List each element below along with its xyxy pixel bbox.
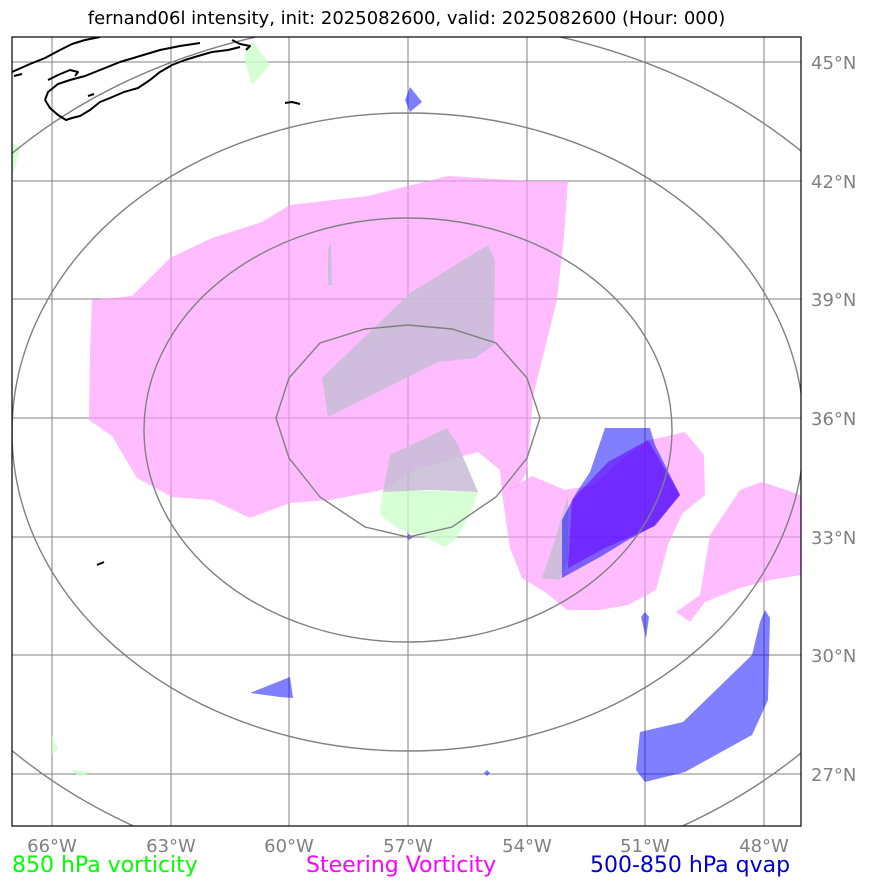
vorticity-850-region — [12, 142, 20, 175]
lon-tick-labels: 66°W 63°W 60°W 57°W 54°W 51°W 48°W — [27, 836, 789, 857]
vorticity-850-region — [244, 40, 270, 85]
overlap-region — [328, 243, 332, 285]
lat-tick-label: 30°N — [811, 646, 856, 667]
lat-tick-label: 39°N — [811, 290, 856, 311]
range-ring — [275, 324, 541, 538]
coastline — [44, 42, 201, 101]
lon-tick-label: 60°W — [264, 836, 314, 857]
coastline — [47, 69, 79, 81]
coastlines — [12, 37, 301, 566]
lon-tick-label: 51°W — [620, 836, 670, 857]
overlap-region — [322, 245, 495, 417]
overlap-layer — [322, 243, 568, 580]
range-ring — [143, 217, 673, 643]
map-title: fernand06l intensity, init: 2025082600, … — [87, 8, 726, 29]
plot-frame — [11, 36, 802, 827]
range-ring — [12, 112, 801, 752]
lon-tick-label: 63°W — [146, 836, 196, 857]
plot-area — [12, 37, 801, 826]
coastline — [284, 101, 301, 105]
steering-vorticity-region — [676, 482, 801, 622]
lat-tick-label: 36°N — [811, 409, 856, 430]
coastline — [231, 39, 251, 51]
lat-tick-label: 45°N — [811, 53, 856, 74]
vorticity-850-region — [70, 770, 92, 776]
lon-tick-label: 54°W — [502, 836, 552, 857]
legend-850-vorticity: 850 hPa vorticity — [12, 853, 198, 878]
qvap-region — [641, 612, 649, 638]
range-rings — [12, 37, 801, 826]
coastline — [87, 93, 95, 97]
lat-tick-label: 27°N — [811, 765, 856, 786]
legend-qvap: 500-850 hPa qvap — [590, 853, 791, 878]
qvap-layer — [250, 87, 770, 782]
lon-tick-label: 48°W — [739, 836, 789, 857]
coastline — [13, 73, 23, 77]
qvap-region — [636, 610, 770, 782]
vorticity-850-region — [52, 735, 58, 755]
lat-tick-labels: 45°N 42°N 39°N 36°N 33°N 30°N 27°N — [811, 53, 856, 786]
lon-tick-label: 66°W — [27, 836, 77, 857]
legend-steering-vorticity: Steering Vorticity — [306, 853, 497, 878]
steering-vorticity-layer — [89, 176, 801, 622]
lat-tick-label: 42°N — [811, 172, 856, 193]
coastline — [44, 46, 241, 121]
qvap-region — [568, 440, 680, 568]
overlap-region — [383, 428, 478, 492]
lat-tick-label: 33°N — [811, 528, 856, 549]
lon-tick-label: 57°W — [383, 836, 433, 857]
qvap-region — [484, 770, 490, 776]
vorticity-850-region — [380, 490, 478, 547]
qvap-region — [405, 87, 422, 112]
overlap-region — [542, 495, 568, 580]
coastline — [12, 37, 101, 73]
vorticity-850-layer — [12, 40, 478, 776]
coastline — [96, 561, 105, 566]
qvap-region — [250, 677, 293, 698]
